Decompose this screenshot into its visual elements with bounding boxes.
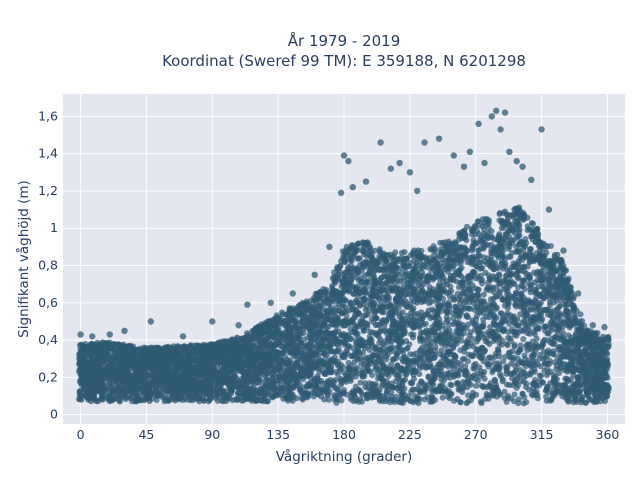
data-point <box>331 269 337 275</box>
data-point <box>515 285 521 291</box>
data-point <box>418 330 424 336</box>
data-point <box>488 242 494 248</box>
data-point <box>527 272 533 278</box>
data-point <box>469 246 475 252</box>
data-point <box>520 336 526 342</box>
data-point <box>399 318 405 324</box>
data-point <box>575 320 581 326</box>
data-point <box>377 246 383 252</box>
data-point <box>485 355 491 361</box>
data-point <box>380 381 386 387</box>
data-point <box>547 285 553 291</box>
data-point <box>486 364 492 370</box>
data-point <box>463 345 469 351</box>
data-point <box>308 349 314 355</box>
data-point <box>496 217 502 223</box>
data-point <box>563 362 569 368</box>
data-point <box>578 311 584 317</box>
data-point <box>446 322 452 328</box>
data-point <box>499 310 505 316</box>
data-point <box>438 372 444 378</box>
data-point <box>496 255 502 261</box>
data-point <box>479 281 485 287</box>
data-point <box>468 397 474 403</box>
data-point <box>376 355 382 361</box>
data-point <box>543 388 549 394</box>
data-point <box>299 395 305 401</box>
data-point <box>358 380 364 386</box>
data-point <box>389 367 395 373</box>
data-point <box>473 383 479 389</box>
data-point <box>488 247 494 253</box>
data-point <box>432 375 438 381</box>
data-point <box>440 395 446 401</box>
data-point <box>396 388 402 394</box>
data-point <box>275 377 281 383</box>
data-point <box>529 353 535 359</box>
data-point <box>505 329 511 335</box>
data-point <box>410 335 416 341</box>
data-point <box>429 307 435 313</box>
data-point <box>467 287 473 293</box>
data-point <box>496 278 502 284</box>
data-point <box>428 315 434 321</box>
data-point <box>543 394 549 400</box>
data-point <box>339 284 345 290</box>
data-point <box>402 249 408 255</box>
data-point <box>417 336 423 342</box>
data-point <box>566 332 572 338</box>
data-point <box>552 334 558 340</box>
data-point <box>409 296 415 302</box>
data-point <box>569 301 575 307</box>
data-point <box>427 379 433 385</box>
